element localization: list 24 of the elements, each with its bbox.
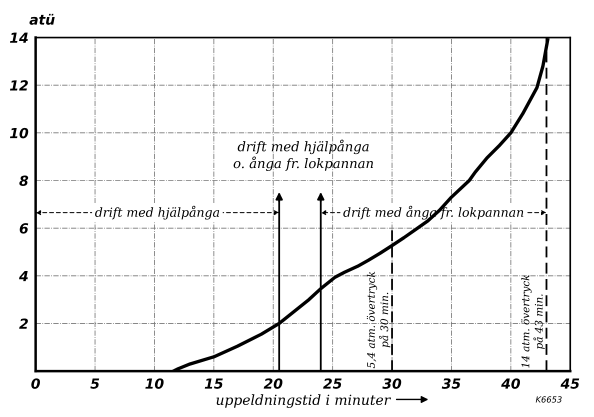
annotation: drift med hjälpånga [95,206,220,220]
y-tick-label: 14 [10,32,28,43]
text: K6653 [536,396,562,403]
x-tick-label: 5 [90,378,100,389]
annotation: drift med hjälpånga o. ånga fr. lokpannan [234,140,374,171]
ref-line-label: 14 atm. övertryck på 43 min. [521,275,545,368]
y-tick-label: 8 [19,175,28,186]
x-tick-label: 45 [560,378,580,389]
y-tick-label: 6 [20,223,28,234]
y-tick-label: 4 [19,270,28,282]
x-tick-label: 25 [323,378,342,389]
x-tick-label: 0 [31,378,40,389]
y-axis-title: atü [29,14,55,25]
y-tick-label: 2 [19,318,28,329]
x-tick-label: 10 [145,378,164,389]
y-tick-label: 10 [10,128,28,138]
y-tick-label: 12 [10,80,28,90]
x-tick-label: 35 [442,378,460,389]
ref-line-label: 5,4 atm. övertryck på 30 min. [366,272,390,368]
x-tick-label: 30 [382,378,402,389]
x-tick-label: 15 [204,378,223,389]
x-axis-title: uppeldningstid i minuter [216,394,391,408]
x-tick-label: 20 [264,378,282,389]
x-tick-label: 40 [501,378,520,389]
